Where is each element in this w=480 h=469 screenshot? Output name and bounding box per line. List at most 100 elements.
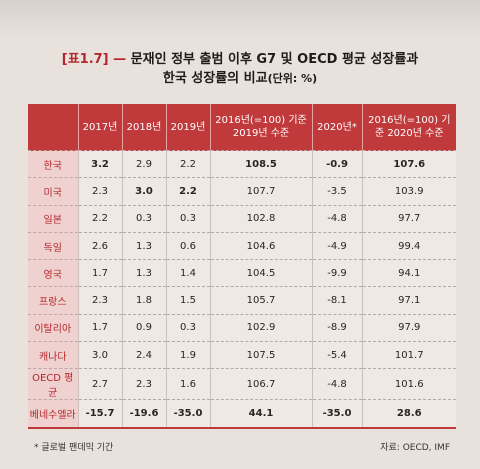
table-cell: 107.5 [210, 341, 313, 369]
table-cell: 99.4 [362, 231, 456, 260]
table-cell: 2.2 [166, 149, 211, 178]
table-cell: 104.5 [210, 259, 313, 287]
table-cell: -9.9 [312, 259, 363, 287]
table-cell: 0.3 [166, 313, 211, 342]
table-cell: 1.7 [78, 313, 123, 342]
header-2020-level: 2016년(=100) 기준 2020년 수준 [362, 104, 456, 151]
table-cell: 3.0 [122, 177, 167, 206]
row-label: 이탈리아 [28, 313, 79, 342]
table-cell: 2.2 [166, 177, 211, 206]
table-cell: 2.3 [122, 368, 167, 400]
table-cell: 2.7 [78, 368, 123, 400]
table-cell: 106.7 [210, 368, 313, 400]
title-unit: (단위: %) [267, 72, 318, 85]
table-cell: 44.1 [210, 399, 313, 429]
table-cell: 104.6 [210, 231, 313, 260]
table-cell: -8.9 [312, 313, 363, 342]
table-cell: -3.5 [312, 177, 363, 206]
table-cell: -5.4 [312, 341, 363, 369]
table-cell: 1.4 [166, 259, 211, 287]
table-cell: 2.2 [78, 204, 123, 233]
title-line-1: [표1.7] — 문재인 정부 출범 이후 G7 및 OECD 평균 성장률과 [30, 50, 450, 69]
source-note: 자료: OECD, IMF [380, 443, 450, 453]
table-cell: 1.3 [122, 259, 167, 287]
faded-previous-text [0, 0, 480, 40]
header-row: 2017년 2018년 2019년 2016년(=100) 기준 2019년 수… [28, 104, 456, 151]
table-cell: 0.3 [166, 204, 211, 233]
title-dash: — [113, 52, 127, 67]
table-cell: 3.0 [78, 341, 123, 369]
table-cell: 2.4 [122, 341, 167, 369]
table-cell: -8.1 [312, 286, 363, 315]
title-text-2: 한국 성장률의 비교 [162, 71, 268, 86]
table-cell: -4.8 [312, 204, 363, 233]
table-cell: -4.8 [312, 368, 363, 400]
table-cell: 1.6 [166, 368, 211, 400]
header-2017: 2017년 [78, 104, 123, 151]
header-2020: 2020년* [312, 104, 363, 151]
table-cell: 101.6 [362, 368, 456, 400]
header-corner [28, 104, 79, 151]
table-cell: 105.7 [210, 286, 313, 315]
table-cell: 28.6 [362, 399, 456, 429]
table-cell: 2.3 [78, 286, 123, 315]
footnote: * 글로벌 팬데믹 기간 [34, 443, 114, 453]
table-row: 한국 3.2 2.9 2.2 108.5 -0.9 107.6 [28, 149, 456, 178]
growth-table: 2017년 2018년 2019년 2016년(=100) 기준 2019년 수… [28, 104, 456, 429]
table-cell: -4.9 [312, 231, 363, 260]
header-2019: 2019년 [166, 104, 211, 151]
table-cell: 97.9 [362, 313, 456, 342]
table-cell: 0.3 [122, 204, 167, 233]
table-cell: 97.7 [362, 204, 456, 233]
table-row: 영국 1.7 1.3 1.4 104.5 -9.9 94.1 [28, 259, 456, 287]
table-cell: 0.9 [122, 313, 167, 342]
row-label: 독일 [28, 231, 79, 260]
table-title: [표1.7] — 문재인 정부 출범 이후 G7 및 OECD 평균 성장률과 … [30, 50, 450, 88]
table-row: 프랑스 2.3 1.8 1.5 105.7 -8.1 97.1 [28, 286, 456, 315]
table-cell: 3.2 [78, 149, 123, 178]
table-row: 미국 2.3 3.0 2.2 107.7 -3.5 103.9 [28, 177, 456, 206]
table-cell: 2.6 [78, 231, 123, 260]
row-label: 미국 [28, 177, 79, 206]
table-row: 캐나다 3.0 2.4 1.9 107.5 -5.4 101.7 [28, 341, 456, 369]
table-cell: 101.7 [362, 341, 456, 369]
table-cell: 107.7 [210, 177, 313, 206]
table-cell: 1.7 [78, 259, 123, 287]
table-cell: 97.1 [362, 286, 456, 315]
table-row: 베네수엘라 -15.7 -19.6 -35.0 44.1 -35.0 28.6 [28, 399, 456, 429]
table-cell: 2.9 [122, 149, 167, 178]
table-cell: 108.5 [210, 149, 313, 178]
table-number: [표1.7] [61, 52, 109, 67]
header-2019-level: 2016년(=100) 기준 2019년 수준 [210, 104, 313, 151]
row-label: 프랑스 [28, 286, 79, 315]
title-text-1: 문재인 정부 출범 이후 G7 및 OECD 평균 성장률과 [130, 52, 419, 67]
table-cell: 1.5 [166, 286, 211, 315]
table-cell: 103.9 [362, 177, 456, 206]
table-cell: -35.0 [166, 399, 211, 429]
table-cell: -19.6 [122, 399, 167, 429]
header-2018: 2018년 [122, 104, 167, 151]
row-label: 한국 [28, 149, 79, 178]
table-cell: 0.6 [166, 231, 211, 260]
table-row: 일본 2.2 0.3 0.3 102.8 -4.8 97.7 [28, 204, 456, 233]
table-row: 이탈리아 1.7 0.9 0.3 102.9 -8.9 97.9 [28, 313, 456, 342]
table-cell: 102.8 [210, 204, 313, 233]
table-cell: -0.9 [312, 149, 363, 178]
table-cell: -15.7 [78, 399, 123, 429]
row-label: 캐나다 [28, 341, 79, 369]
table-row: 독일 2.6 1.3 0.6 104.6 -4.9 99.4 [28, 231, 456, 260]
table-cell: 102.9 [210, 313, 313, 342]
table-cell: 1.9 [166, 341, 211, 369]
table-cell: 107.6 [362, 149, 456, 178]
row-label: 베네수엘라 [28, 399, 79, 429]
table-cell: 94.1 [362, 259, 456, 287]
table-cell: 1.3 [122, 231, 167, 260]
row-label: OECD 평균 [28, 368, 79, 400]
title-line-2: 한국 성장률의 비교(단위: %) [30, 69, 450, 88]
row-label: 영국 [28, 259, 79, 287]
table-cell: 2.3 [78, 177, 123, 206]
table-cell: 1.8 [122, 286, 167, 315]
table-cell: -35.0 [312, 399, 363, 429]
row-label: 일본 [28, 204, 79, 233]
